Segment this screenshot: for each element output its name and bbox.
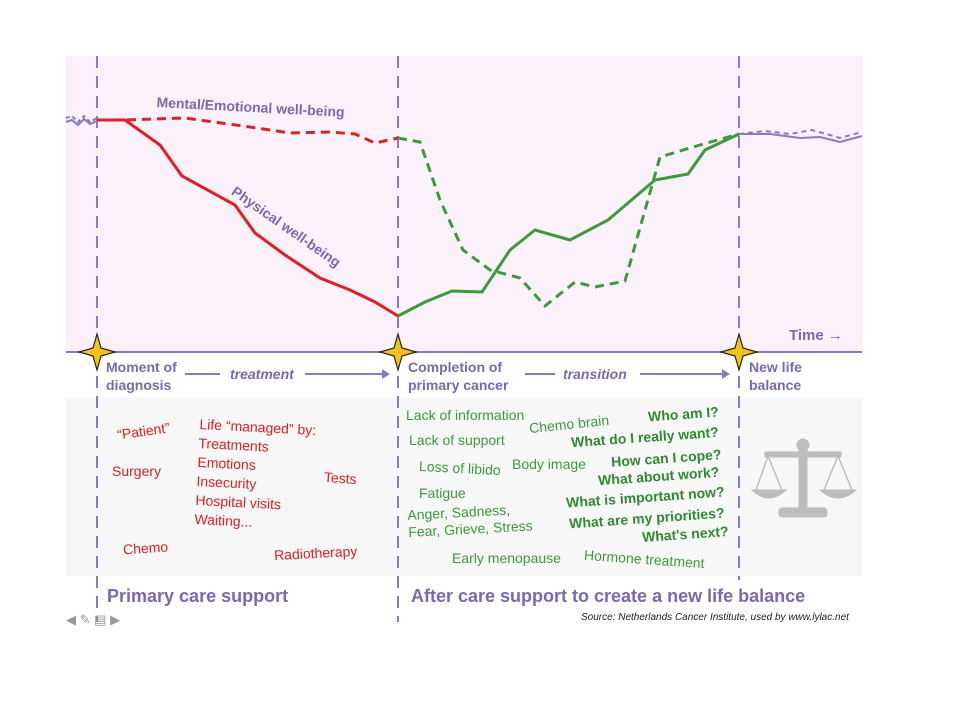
slide-nav: ◀ ✎ ▤ ▶ [66, 612, 120, 628]
issue-surgery: Surgery [112, 463, 162, 479]
diagnosis-star-icon [76, 331, 118, 373]
milestone-diagnosis: Moment of diagnosis [106, 358, 177, 394]
issue-lack-support: Lack of support [409, 432, 505, 448]
milestone-diagnosis-line2: diagnosis [106, 377, 172, 393]
balance-line-dashed [738, 128, 863, 140]
mental-recovery-curve [397, 132, 740, 309]
source-credit: Source: Netherlands Cancer Institute, us… [581, 612, 849, 623]
issue-body-image: Body image [512, 456, 586, 472]
issue-lack-info: Lack of information [406, 407, 525, 423]
milestone-new-life-line1: New life [749, 359, 802, 375]
milestone-completion-line1: Completion of [408, 359, 503, 375]
milestone-diagnosis-line1: Moment of [106, 359, 177, 375]
pen-icon[interactable]: ✎ [79, 612, 91, 627]
footer-after-care: After care support to create a new life … [411, 586, 806, 606]
previous-slide-icon[interactable]: ◀ [66, 612, 76, 627]
issue-life-managed: Life “managed” by: Treatments Emotions I… [194, 415, 317, 535]
footer-primary-care: Primary care support [107, 586, 289, 606]
new-life-star-icon [718, 331, 760, 373]
pre-diagnosis-line-solid [65, 117, 98, 127]
issue-tests: Tests [323, 468, 358, 488]
milestone-completion-line2: primary cancer [408, 377, 509, 393]
menu-icon[interactable]: ▤ [94, 612, 107, 627]
issues-panel [66, 398, 862, 576]
mental-wellbeing-curve [97, 116, 399, 145]
milestone-completion: Completion of primary cancer [408, 358, 508, 394]
balance-scale-icon [750, 438, 858, 518]
issue-early-menopause: Early menopause [452, 550, 561, 566]
physical-recovery-curve [397, 132, 740, 318]
completion-star-icon [377, 331, 419, 373]
issue-emotions: Anger, Sadness, Fear, Grieve, Stress [407, 500, 533, 540]
milestone-new-life-line2: balance [749, 377, 802, 393]
time-axis-label: Time → [789, 327, 843, 344]
milestone-new-life: New life balance [749, 358, 802, 394]
phase-transition: transition [563, 366, 627, 382]
phase-treatment: treatment [230, 366, 294, 382]
physical-wellbeing-curve [97, 118, 399, 318]
treatment-arrowhead [382, 369, 390, 379]
issue-fatigue: Fatigue [419, 485, 466, 501]
issue-chemo: Chemo [122, 538, 169, 558]
next-slide-icon[interactable]: ▶ [110, 612, 121, 627]
chart-panel [66, 56, 862, 352]
transition-arrowhead [722, 369, 730, 379]
balance-line-solid [739, 133, 863, 144]
